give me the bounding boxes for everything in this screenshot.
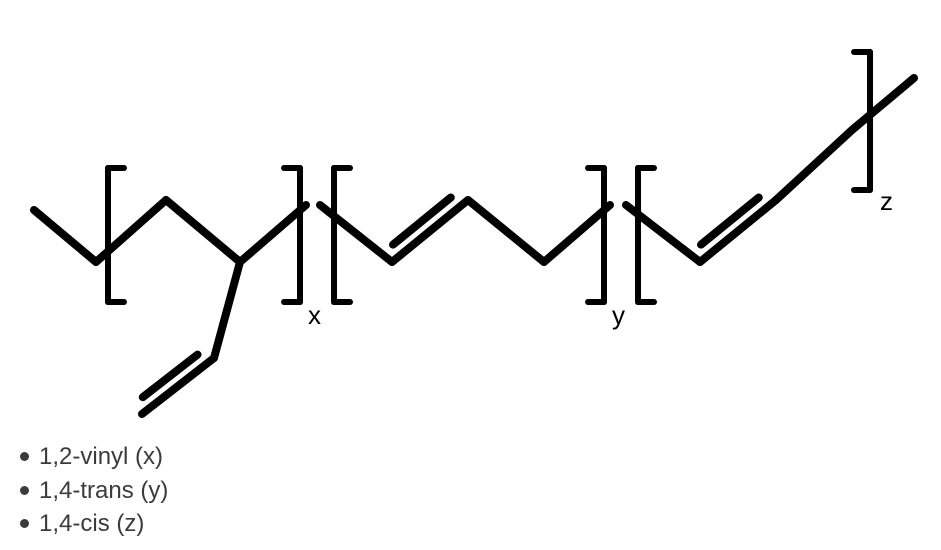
figure-root: x y z 1,2-vinyl (x) 1,4-trans (y) 1,4-ci… <box>0 0 941 550</box>
legend-label: 1,2-vinyl (x) <box>39 440 163 474</box>
legend-label: 1,4-trans (y) <box>39 474 168 508</box>
bullet-icon <box>20 486 29 495</box>
legend-item: 1,2-vinyl (x) <box>20 440 168 474</box>
legend-item: 1,4-cis (z) <box>20 507 168 541</box>
bullet-icon <box>20 519 29 528</box>
bullet-icon <box>20 452 29 461</box>
legend-item: 1,4-trans (y) <box>20 474 168 508</box>
legend-label: 1,4-cis (z) <box>39 507 144 541</box>
subscript-x: x <box>308 300 321 331</box>
legend: 1,2-vinyl (x) 1,4-trans (y) 1,4-cis (z) <box>20 440 168 541</box>
subscript-y: y <box>612 300 625 331</box>
subscript-z: z <box>880 186 893 217</box>
